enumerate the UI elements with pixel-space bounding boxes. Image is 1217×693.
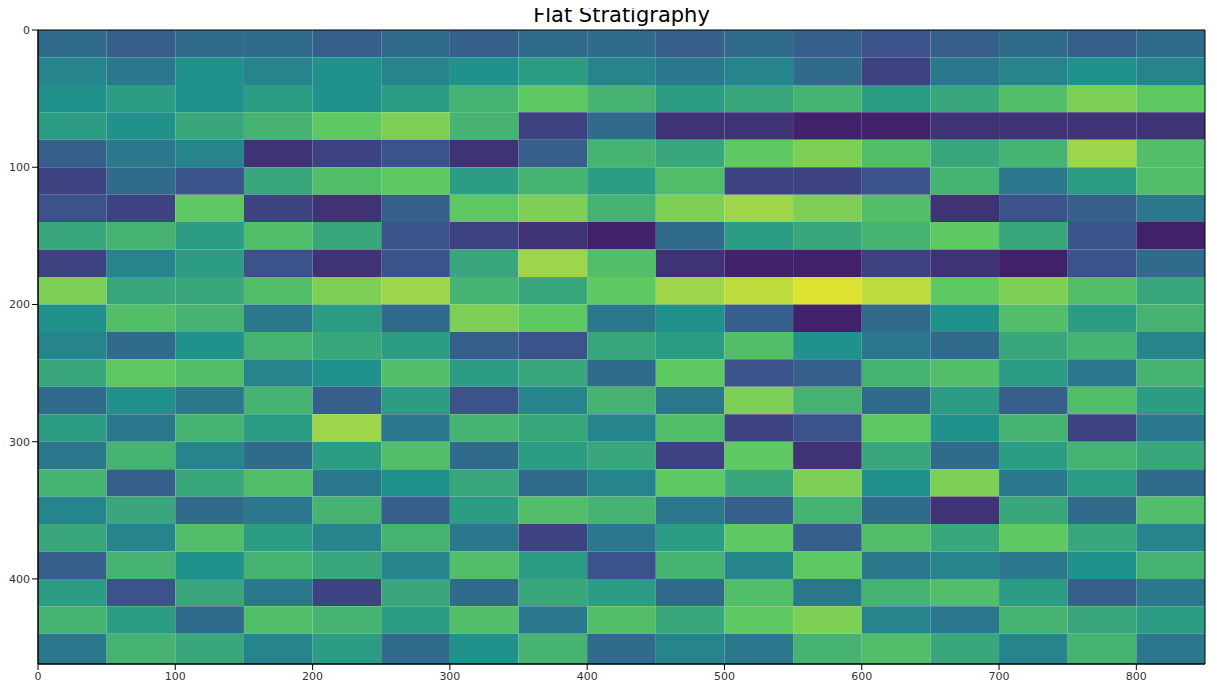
svg-text:800: 800	[1126, 670, 1147, 683]
svg-text:200: 200	[302, 670, 323, 683]
svg-text:0: 0	[35, 670, 42, 683]
svg-text:100: 100	[9, 161, 30, 174]
svg-text:500: 500	[714, 670, 735, 683]
svg-text:300: 300	[9, 436, 30, 449]
svg-text:700: 700	[989, 670, 1010, 683]
svg-text:100: 100	[165, 670, 186, 683]
svg-text:300: 300	[439, 670, 460, 683]
svg-text:600: 600	[851, 670, 872, 683]
svg-text:0: 0	[23, 24, 30, 37]
svg-text:200: 200	[9, 298, 30, 311]
svg-text:400: 400	[577, 670, 598, 683]
html-text:Flat Stratigraphy: Flat Stratigraphy	[533, 3, 710, 27]
svg-text:400: 400	[9, 573, 30, 586]
